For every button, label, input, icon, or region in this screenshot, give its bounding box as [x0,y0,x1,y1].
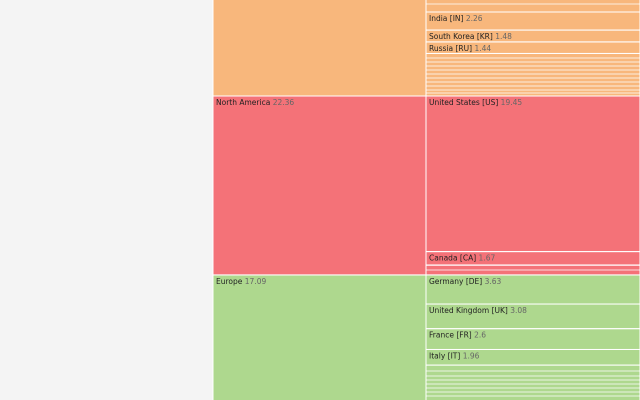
node-value: 17.09 [245,277,267,286]
node-value: 1.96 [463,351,480,360]
node-label: India [IN] 2.26 [429,14,483,23]
node-value: 19.45 [501,98,523,107]
node-value: 3.08 [510,306,527,315]
node-name: Europe [216,277,243,286]
node-name: Canada [CA] [429,254,476,263]
node-label: North America 22.36 [216,98,294,107]
node-name: France [FR] [429,331,472,340]
node-name: Italy [IT] [429,351,460,360]
node-value: 3.63 [485,277,502,286]
node-value: 1.48 [495,32,512,41]
node-name: United Kingdom [UK] [429,306,508,315]
node-name: Germany [DE] [429,277,482,286]
node-label: Canada [CA] 1.67 [429,254,495,263]
node-label: Germany [DE] 3.63 [429,277,502,286]
node-label: Italy [IT] 1.96 [429,351,480,360]
node-value: 2.6 [474,331,486,340]
node-value: 2.26 [466,14,483,23]
node-label: South Korea [KR] 1.48 [429,32,512,41]
node-label: United States [US] 19.45 [429,98,522,107]
node-label: France [FR] 2.6 [429,331,486,340]
node-name: India [IN] [429,14,464,23]
node-value: 1.44 [474,44,491,53]
node-name: Russia [RU] [429,44,472,53]
node-label: Europe 17.09 [216,277,266,286]
node-label: Russia [RU] 1.44 [429,44,491,53]
child-block [425,251,640,266]
node-name: North America [216,98,270,107]
node-value: 1.67 [479,254,496,263]
node-name: South Korea [KR] [429,32,493,41]
node-name: United States [US] [429,98,498,107]
side-panel [0,0,213,400]
node-label: United Kingdom [UK] 3.08 [429,306,527,315]
node-value: 22.36 [273,98,295,107]
